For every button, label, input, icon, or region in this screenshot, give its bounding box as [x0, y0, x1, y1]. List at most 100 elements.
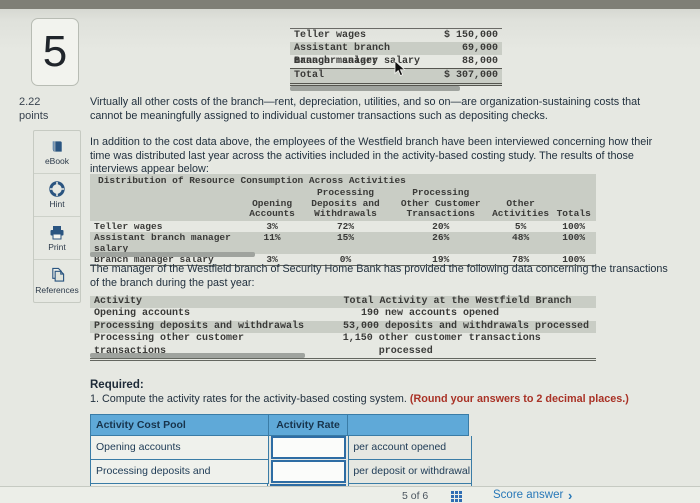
table-row: Processing deposits and withdrawals 53,0…: [90, 320, 596, 333]
mouse-cursor: [394, 60, 406, 82]
cell: 78%: [512, 253, 530, 265]
rate-unit-label: per deposit or withdrawal: [348, 460, 472, 484]
column-header: Processing Other Customer Transactions: [400, 187, 481, 219]
sidebar-item-references[interactable]: References: [34, 260, 80, 302]
column-header: Processing Deposits and Withdrawals: [311, 187, 380, 219]
table-row: Teller wages $ 150,000: [290, 29, 502, 42]
distribution-table-header: Opening Accounts Processing Deposits and…: [90, 187, 596, 221]
printer-icon: [49, 225, 65, 240]
cost-pool-label: Processing deposits and withdrawals: [90, 460, 269, 500]
total-amount: $ 307,000: [443, 70, 498, 81]
sidebar-item-print[interactable]: Print: [34, 217, 80, 260]
activity-totals-table: Activity Total Activity at the Westfield…: [90, 296, 596, 361]
distribution-table: Distribution of Resource Consumption Acr…: [90, 174, 596, 266]
required-item: 1. Compute the activity rates for the ac…: [90, 393, 680, 405]
question-number: 5: [42, 27, 68, 76]
column-header: Activity Cost Pool: [90, 414, 268, 436]
question-pager: 5 of 6: [402, 490, 429, 502]
question-number-box: 5: [31, 18, 79, 86]
sidebar-item-label: Print: [48, 241, 66, 252]
activity-rate-input-cell: [270, 436, 347, 459]
cell: 100%: [562, 231, 586, 243]
hint-icon: [49, 181, 65, 197]
column-header: Totals: [556, 208, 591, 219]
activity-description: deposits and withdrawals processed: [385, 320, 590, 332]
chevron-right-icon[interactable]: ›: [568, 488, 573, 503]
cost-amount: $ 150,000: [443, 30, 498, 41]
cell: 72%: [336, 220, 355, 232]
table-row: Processing deposits and withdrawals per …: [90, 460, 472, 500]
table-row: Assistant branch manager salary 11% 15% …: [90, 231, 596, 254]
activity-quantity: 1,150: [342, 333, 373, 344]
table-row: Opening accounts 190 new accounts opened: [90, 308, 596, 321]
resource-sidebar: eBook Hint Print References: [33, 130, 81, 303]
answer-table-header: Activity Cost Pool Activity Rate: [90, 414, 472, 436]
activity-rate-input[interactable]: [272, 438, 345, 457]
sidebar-item-label: References: [35, 285, 79, 295]
cell: 26%: [432, 231, 450, 243]
activity-rate-input-cell: [270, 460, 347, 483]
column-header: [347, 414, 469, 436]
ebook-icon: [50, 139, 65, 154]
row-label: Branch manager salary: [94, 253, 214, 265]
cell: 48%: [512, 231, 530, 243]
activity-name: Processing other customer transactions: [94, 333, 245, 357]
cost-amount: 69,000: [461, 43, 498, 54]
paragraph-manager-data: The manager of the Westfield branch of S…: [90, 263, 668, 289]
activity-description: other customer transactions processed: [378, 333, 541, 357]
horizontal-scrollbar[interactable]: [290, 86, 460, 91]
cell: 100%: [562, 253, 586, 265]
score-answer-button[interactable]: Score answer: [493, 489, 564, 501]
table-row: Assistant branch manager salary 69,000: [290, 42, 502, 67]
table-row: Teller wages 3% 72% 20% 5% 100%: [90, 221, 596, 232]
cell: 11%: [263, 231, 281, 243]
activity-name: Processing deposits and withdrawals: [94, 320, 305, 332]
table-row: Branch manager salary 3% 0% 19% 78% 100%: [90, 254, 596, 265]
column-header: Activity Rate: [268, 414, 347, 436]
sidebar-item-label: Hint: [49, 199, 65, 209]
rate-unit-label: per account opened: [348, 436, 472, 460]
sidebar-item-label: eBook: [44, 155, 70, 166]
activity-rate-input[interactable]: [272, 462, 345, 481]
cost-label: Teller wages: [294, 30, 367, 41]
column-header: Opening Accounts: [249, 197, 295, 219]
cell: 0%: [339, 253, 352, 265]
activity-quantity: 190: [360, 308, 379, 319]
paragraph-organization-costs: Virtually all other costs of the branch—…: [90, 96, 641, 122]
horizontal-scrollbar[interactable]: [90, 353, 305, 358]
points-indicator: 2.22 points: [19, 95, 48, 123]
horizontal-scrollbar[interactable]: [90, 252, 255, 257]
cell: 100%: [562, 220, 586, 232]
sidebar-item-ebook[interactable]: eBook: [34, 131, 80, 174]
activity-description: new accounts opened: [385, 308, 500, 319]
cell: 3%: [266, 220, 278, 232]
cell: 15%: [336, 231, 355, 243]
cost-label: Branch manager salary: [294, 56, 421, 67]
cell: 5%: [514, 220, 527, 232]
column-header: Other Activities: [492, 197, 550, 219]
points-label: points: [19, 110, 49, 122]
cell: 20%: [432, 220, 450, 232]
column-header: Activity: [90, 296, 319, 308]
cell: 19%: [432, 253, 450, 265]
row-label: Teller wages: [94, 220, 163, 232]
question-map-grid-icon[interactable]: [451, 491, 464, 503]
required-heading: Required:: [90, 379, 144, 391]
total-label: Total: [294, 70, 325, 81]
sidebar-item-hint[interactable]: Hint: [34, 174, 80, 217]
cost-label: Assistant branch manager salary: [294, 43, 391, 67]
table-row: Processing other customer transactions 1…: [90, 333, 596, 358]
activity-table-header: Activity Total Activity at the Westfield…: [90, 296, 596, 308]
points-value: 2.22: [19, 96, 41, 108]
paragraph-interviews: In addition to the cost data above, the …: [90, 136, 653, 175]
window-top-edge: [0, 0, 700, 9]
table-total-row: Total $ 307,000: [290, 69, 502, 86]
bottom-navigation-bar: 5 of 6 Score answer ›: [0, 486, 700, 503]
references-icon: [50, 267, 65, 283]
required-item-text: 1. Compute the activity rates for the ac…: [90, 393, 410, 405]
cost-summary-table: Teller wages $ 150,000 Assistant branch …: [290, 28, 502, 86]
distribution-table-title: Distribution of Resource Consumption Acr…: [90, 174, 596, 188]
cell: 3%: [266, 253, 278, 265]
activity-quantity: 53,000: [342, 320, 379, 332]
